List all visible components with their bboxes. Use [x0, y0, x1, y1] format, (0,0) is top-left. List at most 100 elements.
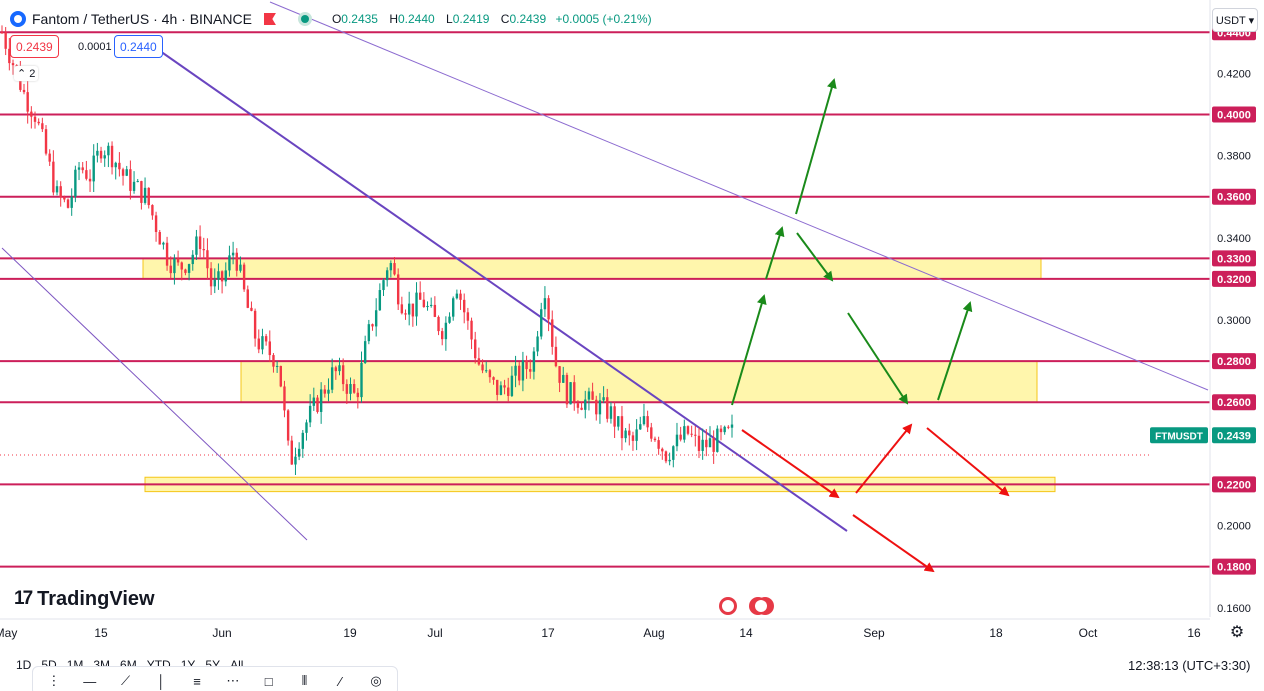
currency-select[interactable]: USDT ▾: [1212, 8, 1258, 32]
candle-body: [371, 324, 374, 327]
candle-body: [30, 111, 33, 117]
bullish-scenario-arrow: [795, 78, 837, 215]
candle-body: [730, 424, 734, 428]
horizontal-line-tool-icon[interactable]: —: [83, 673, 97, 689]
candle-body: [727, 426, 730, 428]
candle-body: [708, 438, 712, 448]
channel-tool-icon[interactable]: ≡: [193, 673, 201, 689]
candle-body: [37, 121, 40, 124]
candle-body: [22, 89, 26, 93]
candle-body: [44, 129, 48, 154]
candle-body: [712, 438, 715, 452]
candle-body: [191, 254, 194, 265]
events-flags[interactable]: [719, 597, 774, 615]
candle-body: [239, 264, 242, 271]
candle-body: [330, 367, 334, 390]
candle-body: [297, 448, 301, 457]
symbol-tag: FTMUSDT: [1155, 431, 1203, 442]
drag-handle-icon[interactable]: ⋮: [47, 673, 61, 688]
candle-body: [140, 181, 143, 203]
candle-body: [114, 162, 117, 168]
candle-body: [257, 338, 260, 350]
time-axis[interactable]: May 15 Jun 19 Jul 17 Aug 14 Sep 18 Oct 16: [0, 618, 1210, 640]
time-tick-label: May: [0, 626, 17, 640]
rectangle-tool-icon[interactable]: □: [264, 673, 273, 689]
candle-body: [26, 92, 29, 112]
candle-body: [664, 451, 668, 462]
flag-icon[interactable]: [263, 13, 276, 25]
candle-body: [547, 298, 550, 320]
parallel-channel-tool-icon[interactable]: ⋯: [226, 673, 240, 688]
candle-body: [672, 446, 675, 460]
market-status-icon[interactable]: [297, 12, 312, 26]
price-axis[interactable]: 0.1600 0.2000 0.3000 0.3400 0.3800 0.4200 FTMU…: [1150, 0, 1256, 617]
candle-body: [275, 365, 279, 367]
candle-body: [635, 429, 638, 441]
candle-body: [510, 375, 514, 396]
candle-body: [444, 322, 448, 340]
time-tick-label: Jul: [427, 626, 442, 640]
indicators-collapse-button[interactable]: ⌃ 2: [14, 66, 39, 81]
sell-price-button[interactable]: 0.2439: [10, 35, 59, 58]
clock-timezone[interactable]: 12:38:13 (UTC+3:30): [1128, 658, 1251, 673]
candle-body: [301, 432, 305, 449]
candle-body: [294, 456, 297, 465]
tradingview-logo[interactable]: 17 TradingView: [14, 587, 155, 610]
range-1d[interactable]: 1D: [16, 658, 32, 672]
time-tick-label: 19: [343, 626, 357, 640]
path-tool-icon[interactable]: ∕: [339, 673, 342, 689]
candle-body: [360, 362, 363, 398]
candle-body: [525, 360, 528, 370]
candle-body: [235, 252, 238, 271]
candle-body: [231, 252, 235, 256]
gear-icon[interactable]: ⚙: [1229, 624, 1245, 641]
candle-body: [617, 416, 620, 427]
candle-body: [536, 336, 539, 352]
candle-body: [55, 186, 59, 193]
bullish-scenario-arrow: [731, 294, 767, 406]
candle-body: [463, 299, 466, 313]
candle-body: [507, 387, 510, 396]
trend-line-tool-icon[interactable]: ⟋: [120, 673, 131, 688]
candle-body: [492, 377, 495, 380]
candle-body: [422, 299, 426, 308]
candle-body: [496, 379, 499, 395]
candle-body: [642, 416, 646, 425]
candle-body: [415, 292, 418, 317]
candle-body: [598, 400, 602, 415]
candle-body: [154, 215, 158, 233]
bearish-scenario-arrow: [855, 423, 913, 494]
last-price-label-bg: [1212, 427, 1256, 444]
vertical-line-tool-icon[interactable]: │: [157, 673, 166, 689]
candle-body: [312, 397, 316, 406]
time-tick-label: 17: [541, 626, 555, 640]
zoom-tool-icon[interactable]: ◎: [370, 673, 382, 688]
channel-lower-line: [1, 247, 308, 541]
candle-body: [532, 351, 536, 372]
candle-body: [99, 150, 103, 159]
buy-price-button[interactable]: 0.2440: [114, 35, 163, 58]
candle-body: [591, 391, 594, 400]
fib-tool-icon[interactable]: ⦀: [301, 673, 308, 688]
spread-value: 0.0001: [73, 35, 117, 58]
candle-body: [367, 324, 371, 342]
candle-body: [220, 271, 224, 282]
time-tick-label: 18: [989, 626, 1003, 640]
candle-body: [576, 403, 580, 408]
candle-body: [411, 303, 415, 317]
candle-body: [668, 459, 671, 462]
candle-body: [657, 440, 660, 449]
candle-body: [33, 116, 37, 122]
bullish-scenario-arrow: [847, 312, 909, 405]
candle-body: [8, 48, 11, 64]
candle-body: [327, 389, 330, 394]
candle-body: [441, 331, 444, 340]
symbol-title[interactable]: Fantom / TetherUS · 4h · BINANCE: [32, 11, 252, 27]
bearish-scenario-arrow: [926, 427, 1010, 497]
candle-body: [268, 341, 271, 356]
candle-body: [628, 430, 631, 436]
candle-body: [264, 336, 268, 342]
level-label-bg: [1212, 476, 1256, 493]
candle-body: [514, 365, 517, 376]
